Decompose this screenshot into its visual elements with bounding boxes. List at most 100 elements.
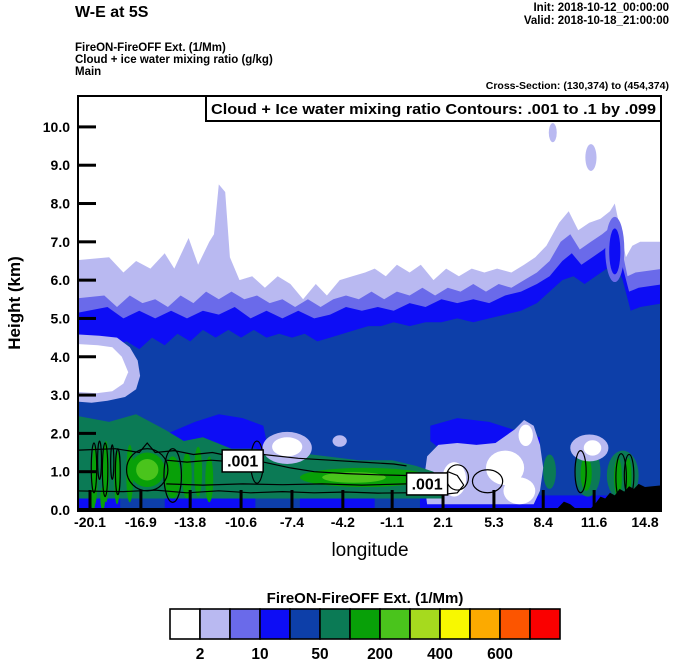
- legend-tick-label: 600: [487, 646, 513, 663]
- legend-cell: [409, 608, 441, 640]
- x-tick-label: 5.3: [484, 514, 504, 530]
- x-tick-label: -13.8: [174, 514, 206, 530]
- x-tick: [492, 490, 496, 510]
- y-tick: [78, 431, 96, 435]
- contour-title: Cloud + Ice water mixing ratio Contours:…: [211, 101, 656, 118]
- terrain-silhouette: [556, 501, 576, 509]
- x-tick: [88, 490, 92, 510]
- legend-cell: [529, 608, 561, 640]
- legend-tick-label: 200: [367, 646, 393, 663]
- x-tick-label: -1.1: [380, 514, 404, 530]
- x-tick: [188, 490, 192, 510]
- legend-cell: [259, 608, 291, 640]
- x-tick: [341, 490, 345, 510]
- legend-title: FireON-FireOFF Ext. (1/Mm): [267, 590, 464, 607]
- x-tick: [441, 490, 445, 510]
- y-tick-label: 10.0: [43, 119, 70, 135]
- legend-cell: [439, 608, 471, 640]
- contour-lines: [79, 440, 635, 503]
- x-tick-label: 14.8: [631, 514, 658, 530]
- y-tick-label: 4.0: [51, 349, 71, 365]
- ice-blob: [548, 123, 557, 143]
- green-streak: [205, 456, 214, 503]
- bottom-navy-patch: [120, 497, 165, 509]
- y-axis: [78, 125, 96, 512]
- x-tick: [390, 490, 394, 510]
- bottom-navy-patch: [255, 497, 300, 509]
- x-tick-label: -10.6: [225, 514, 257, 530]
- y-tick: [78, 278, 96, 282]
- x-tick: [139, 490, 143, 510]
- y-tick: [78, 393, 96, 397]
- legend-cell: [349, 608, 381, 640]
- page-title: W-E at 5S: [75, 4, 149, 21]
- x-tick-label: 2.1: [433, 514, 453, 530]
- y-tick: [78, 202, 96, 206]
- x-axis-title: longitude: [331, 540, 408, 561]
- legend-tick-label: 400: [427, 646, 453, 663]
- legend-cell: [499, 608, 531, 640]
- legend-cell: [469, 608, 501, 640]
- x-tick: [643, 490, 647, 510]
- valid-time: Valid: 2018-10-18_21:00:00: [523, 14, 669, 27]
- field-line-1: FireON-FireOFF Ext. (1/Mm): [75, 42, 226, 54]
- bottom-navy-patch: [374, 497, 420, 509]
- x-tick-label: 8.4: [533, 514, 553, 530]
- cloud-patch: [272, 437, 303, 457]
- x-tick-label: -7.4: [280, 514, 304, 530]
- low-white: [518, 424, 533, 447]
- x-tick: [239, 490, 243, 510]
- field-line-2: Cloud + ice water mixing ratio (g/kg): [75, 54, 273, 66]
- colorbar-legend: [169, 608, 561, 640]
- contour-title-box: [205, 95, 662, 122]
- y-tick: [78, 316, 96, 320]
- low-white: [485, 450, 525, 486]
- y-tick: [78, 163, 96, 167]
- y-tick-label: 0.0: [51, 502, 71, 518]
- y-tick-label: 1.0: [51, 464, 71, 480]
- green-blob: [164, 456, 181, 499]
- terrain: [556, 483, 660, 509]
- contour-label-box: [405, 472, 449, 496]
- contour-field: [79, 123, 660, 509]
- green-streak: [194, 446, 203, 497]
- contour-label: .001: [412, 476, 443, 493]
- green-streak: [90, 483, 96, 509]
- x-tick-label: 11.6: [581, 514, 608, 530]
- y-axis-title: Height (km): [5, 256, 24, 350]
- legend-cell: [169, 608, 201, 640]
- legend-cell: [319, 608, 351, 640]
- legend-tick-label: 2: [196, 646, 205, 663]
- y-tick: [78, 240, 96, 244]
- x-tick-label: -4.2: [331, 514, 355, 530]
- low-white: [503, 477, 536, 505]
- green-blob-core: [136, 459, 159, 481]
- contour-label: .001: [227, 453, 258, 470]
- legend-cell: [379, 608, 411, 640]
- init-time: Init: 2018-10-12_00:00:00: [533, 2, 669, 14]
- y-tick-label: 9.0: [51, 157, 71, 173]
- cross-section-label: Cross-Section: (130,374) to (454,374): [485, 80, 669, 92]
- cloud-patch-fringe: [332, 435, 347, 447]
- y-tick-label: 8.0: [51, 196, 71, 212]
- contour-label-box: [221, 449, 264, 473]
- x-tick-label: -16.9: [125, 514, 157, 530]
- legend-cell: [289, 608, 321, 640]
- green-streak: [182, 452, 192, 499]
- low-white: [583, 440, 602, 456]
- y-tick-label: 7.0: [51, 234, 71, 250]
- x-tick: [592, 490, 596, 510]
- y-tick-label: 5.0: [51, 310, 71, 326]
- green-streak: [126, 444, 134, 503]
- legend-tick-label: 10: [251, 646, 268, 663]
- legend-tick-label: 50: [311, 646, 328, 663]
- x-tick-label: -20.1: [74, 514, 106, 530]
- run-times: Init: 2018-10-12_00:00:00 Valid: 2018-10…: [524, 2, 669, 27]
- field-line-3: Main: [75, 66, 102, 78]
- y-tick-label: 6.0: [51, 272, 71, 288]
- x-axis: [88, 490, 647, 510]
- legend-cell: [229, 608, 261, 640]
- ice-blob: [585, 144, 597, 171]
